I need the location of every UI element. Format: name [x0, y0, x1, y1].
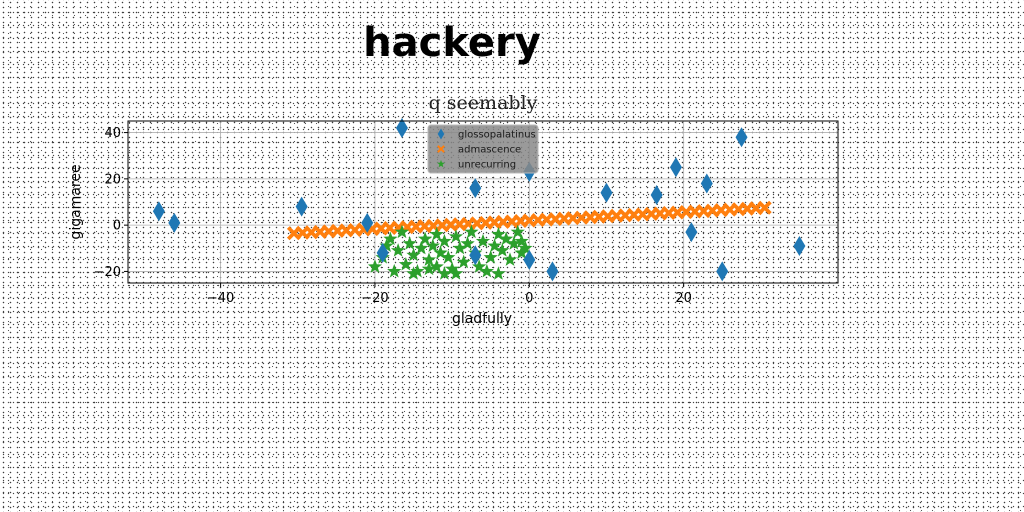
unrecurring-point: [514, 233, 529, 248]
unrecurring-point: [506, 236, 521, 250]
unrecurring-point: [487, 238, 502, 253]
unrecurring-point: [429, 259, 444, 273]
y-tick-label: 20: [104, 172, 121, 187]
glossopalatinus-point: [650, 185, 663, 206]
unrecurring-point: [510, 224, 525, 239]
glossopalatinus-point: [700, 173, 713, 194]
glossopalatinus-point: [735, 127, 748, 148]
unrecurring-point: [491, 226, 506, 241]
legend-label-admascence: admascence: [458, 145, 521, 156]
y-tick-label: 40: [104, 126, 121, 141]
unrecurring-point: [518, 240, 533, 255]
glossopalatinus-point: [685, 222, 698, 243]
unrecurring-point: [448, 266, 464, 280]
unrecurring-point: [452, 240, 467, 255]
unrecurring-point: [421, 252, 437, 266]
legend: glossopalatinus admascence unrecurring: [427, 124, 539, 174]
unrecurring-point: [483, 250, 498, 264]
unrecurring-point: [406, 266, 421, 280]
admascence-point: [757, 200, 772, 215]
x-tick-label: 0: [525, 291, 533, 306]
data-layer: [152, 117, 806, 282]
unrecurring-point: [475, 233, 491, 248]
x-tick-label: −20: [361, 291, 388, 306]
glossopalatinus-point: [168, 212, 181, 233]
glossopalatinus-point: [546, 261, 559, 282]
unrecurring-point: [429, 226, 444, 241]
unrecurring-point: [441, 250, 456, 264]
unrecurring-point: [394, 224, 410, 239]
glossopalatinus-point: [669, 157, 682, 178]
glossopalatinus-point: [469, 178, 482, 199]
glossopalatinus-point: [361, 212, 374, 233]
legend-label-unrecurring: unrecurring: [458, 160, 516, 171]
unrecurring-point: [410, 263, 425, 278]
legend-box: [427, 124, 539, 174]
unrecurring-point: [398, 256, 413, 271]
y-tick-label: −20: [94, 265, 121, 280]
unrecurring-point: [460, 236, 475, 250]
unrecurring-point: [448, 229, 464, 243]
glossopalatinus-point: [523, 249, 536, 270]
unrecurring-point: [390, 243, 406, 257]
glossopalatinus-point: [295, 196, 308, 217]
unrecurring-point: [433, 245, 448, 259]
legend-marker-admascence: [437, 145, 445, 153]
x-axis-label: gladfully: [452, 311, 512, 327]
unrecurring-point: [379, 238, 394, 253]
unrecurring-point: [387, 263, 402, 278]
glossopalatinus-point: [152, 201, 165, 222]
unrecurring-point: [402, 236, 417, 250]
chart-title: q seemably: [428, 92, 538, 114]
unrecurring-point: [417, 231, 433, 246]
x-tick-label: 20: [675, 291, 692, 306]
glossopalatinus-point: [793, 235, 806, 256]
unrecurring-point: [421, 261, 437, 276]
unrecurring-point: [445, 261, 460, 276]
axis-layer: −40 −20 0 20 −20 0 20 40: [94, 126, 692, 306]
unrecurring-point: [406, 247, 421, 262]
unrecurring-point: [479, 263, 494, 278]
banner-title: hackery: [363, 20, 541, 66]
plot-frame: [127, 120, 839, 284]
unrecurring-point: [491, 266, 506, 280]
legend-marker-glossopalatinus: [437, 128, 445, 140]
y-tick-label: 0: [113, 219, 121, 234]
unrecurring-point: [464, 224, 479, 239]
glossopalatinus-point: [600, 182, 613, 203]
x-tick-label: −40: [207, 291, 234, 306]
glossopalatinus-point: [395, 117, 408, 138]
unrecurring-point: [499, 231, 514, 246]
unrecurring-point: [502, 252, 518, 266]
y-axis-label: gigamaree: [68, 164, 84, 239]
glossopalatinus-point: [469, 245, 482, 266]
unrecurring-point: [437, 266, 452, 280]
unrecurring-point: [514, 245, 529, 259]
unrecurring-point: [456, 254, 471, 269]
glossopalatinus-point: [716, 261, 729, 282]
glossopalatinus-point: [376, 242, 389, 263]
unrecurring-point: [367, 259, 383, 273]
unrecurring-point: [425, 238, 440, 253]
unrecurring-point: [472, 259, 487, 273]
legend-marker-unrecurring: [437, 159, 445, 168]
unrecurring-point: [383, 231, 398, 246]
unrecurring-point: [414, 240, 429, 255]
unrecurring-point: [437, 233, 452, 248]
legend-label-glossopalatinus: glossopalatinus: [458, 130, 536, 141]
unrecurring-point: [495, 243, 510, 257]
